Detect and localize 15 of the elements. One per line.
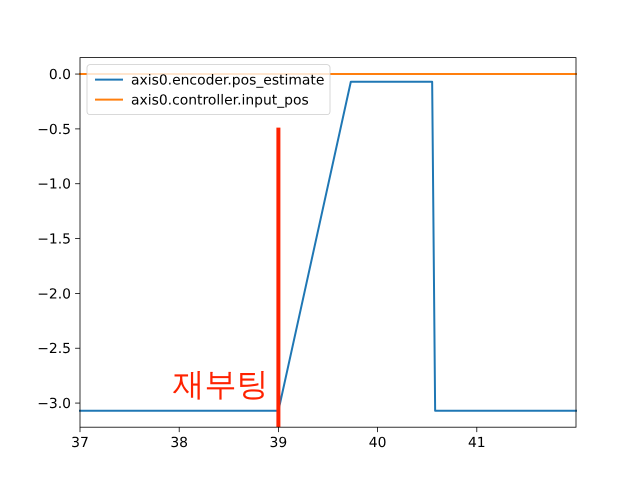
- x-tick-label: 41: [468, 435, 486, 452]
- y-tick-label: −1.5: [37, 232, 71, 248]
- y-tick-label: −3.0: [37, 396, 71, 412]
- x-tick-label: 39: [270, 435, 288, 452]
- x-tick-label: 38: [170, 435, 188, 452]
- y-tick-label: 0.0: [48, 67, 71, 84]
- legend-label: axis0.controller.input_pos: [131, 92, 309, 109]
- y-tick-label: −2.0: [37, 286, 71, 302]
- y-tick-label: −1.0: [37, 176, 71, 193]
- x-tick-label: 37: [71, 435, 89, 452]
- y-tick-label: −2.5: [37, 341, 71, 358]
- y-tick-label: −0.5: [37, 122, 71, 138]
- legend-label: axis0.encoder.pos_estimate: [131, 72, 324, 89]
- ref-line-label: 재부팅: [172, 365, 268, 404]
- x-tick-label: 40: [368, 435, 386, 452]
